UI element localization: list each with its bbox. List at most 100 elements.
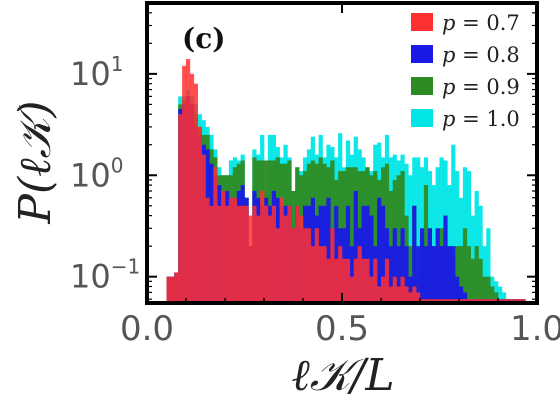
- histogram-bar: [439, 246, 444, 303]
- legend-entry: p = 1.0: [411, 107, 520, 131]
- histogram-bar: [396, 286, 401, 303]
- histogram-bar: [303, 228, 308, 303]
- histogram-bar: [455, 171, 460, 303]
- legend-entry: p = 0.9: [411, 75, 520, 99]
- histogram-bar: [271, 205, 276, 303]
- histogram-bar: [443, 215, 448, 303]
- histogram-bar: [314, 228, 319, 303]
- histogram-bar: [435, 228, 440, 303]
- histogram-bar: [252, 205, 257, 303]
- histogram-bar: [482, 246, 487, 303]
- histogram-bar: [420, 228, 425, 303]
- histogram-bar: [264, 205, 269, 303]
- histogram-bar: [174, 272, 179, 303]
- histogram-bar: [295, 205, 300, 303]
- histogram-bar: [404, 246, 409, 303]
- histogram-bar: [201, 154, 206, 303]
- plot-frame: [145, 1, 539, 305]
- histogram-bar: [501, 292, 507, 303]
- histogram-bar: [400, 228, 405, 303]
- histogram-bar: [330, 228, 335, 303]
- histogram-bar: [197, 126, 202, 303]
- legend-swatch: [411, 109, 433, 127]
- histogram-bar: [459, 246, 464, 303]
- histogram-bar: [388, 246, 393, 303]
- histogram-bar: [412, 286, 417, 303]
- y-tick-label: 101: [70, 52, 123, 93]
- histogram-bar: [306, 228, 312, 303]
- histogram-bar: [275, 228, 280, 303]
- histogram-bar: [498, 286, 503, 303]
- histogram-bar: [416, 157, 421, 303]
- legend-entry: p = 0.8: [411, 43, 520, 67]
- histogram-bar: [459, 286, 464, 303]
- histogram-bar: [451, 246, 456, 303]
- histogram-bar: [357, 246, 362, 303]
- histogram-bar: [361, 258, 366, 303]
- histogram-bar: [349, 167, 354, 303]
- x-axis-label: ℓ𝒦/L: [291, 350, 394, 401]
- histogram-bar: [494, 292, 499, 303]
- histogram-bar: [447, 246, 452, 303]
- histogram-bar: [427, 228, 432, 303]
- histogram-bar: [353, 258, 358, 303]
- histogram-bar: [287, 205, 292, 303]
- histogram-bar: [412, 205, 417, 303]
- histogram-bar: [193, 83, 198, 303]
- legend-label: p = 0.8: [442, 43, 520, 67]
- legend-swatch: [411, 13, 433, 31]
- histogram-bar: [349, 246, 354, 303]
- histogram-bar: [228, 197, 234, 303]
- histogram-bar: [381, 205, 386, 303]
- histogram-bar: [416, 292, 421, 303]
- histogram-bar: [494, 281, 499, 303]
- histogram-bar: [345, 258, 351, 303]
- histogram-bar: [490, 286, 495, 303]
- histogram-bar: [221, 190, 226, 303]
- histogram-bar: [205, 197, 210, 303]
- histogram-bar: [447, 185, 452, 303]
- legend-swatch: [411, 45, 433, 63]
- histogram-bar: [462, 228, 468, 303]
- histogram-bar: [334, 258, 339, 303]
- histogram-bar: [353, 190, 358, 303]
- histogram-bar: [388, 286, 393, 303]
- histogram-bar: [361, 205, 366, 303]
- y-tick-label: 100: [70, 153, 123, 194]
- histogram-bar: [310, 246, 315, 303]
- histogram-bar: [209, 205, 214, 303]
- histogram-bar: [217, 205, 222, 303]
- x-tick-label: 0.0: [120, 309, 174, 349]
- histogram-bar: [408, 292, 413, 303]
- histogram-bar: [478, 258, 483, 303]
- histogram-bar: [455, 276, 460, 303]
- histogram-bar: [408, 246, 413, 303]
- histogram-bar: [377, 286, 382, 303]
- histogram-bar: [486, 276, 491, 303]
- histogram-bar: [326, 258, 331, 303]
- histogram-bar: [373, 258, 378, 303]
- histogram-bar: [451, 144, 456, 303]
- y-axis-label: P(ℓ𝒦): [10, 100, 61, 224]
- histogram-bar: [349, 276, 354, 303]
- histogram-bar: [338, 246, 343, 303]
- histogram-bar: [369, 276, 374, 303]
- histogram-bar: [244, 205, 249, 303]
- histogram-bar: [408, 276, 413, 303]
- histogram-bar: [365, 205, 370, 303]
- histogram-bar: [381, 276, 386, 303]
- histogram-bar: [267, 215, 273, 303]
- histogram-bar: [334, 205, 339, 303]
- histogram-bar: [342, 258, 347, 303]
- histogram-bar: [392, 276, 397, 303]
- histogram-bar: [373, 171, 378, 303]
- legend-label: p = 1.0: [442, 107, 520, 131]
- histogram-bar: [396, 175, 401, 303]
- x-tick-label: 1.0: [510, 309, 560, 349]
- histogram-bar: [392, 228, 397, 303]
- histogram-bar: [377, 197, 382, 303]
- histogram-bar: [365, 258, 370, 303]
- histogram-bar: [318, 246, 323, 303]
- histogram-bar: [470, 258, 475, 303]
